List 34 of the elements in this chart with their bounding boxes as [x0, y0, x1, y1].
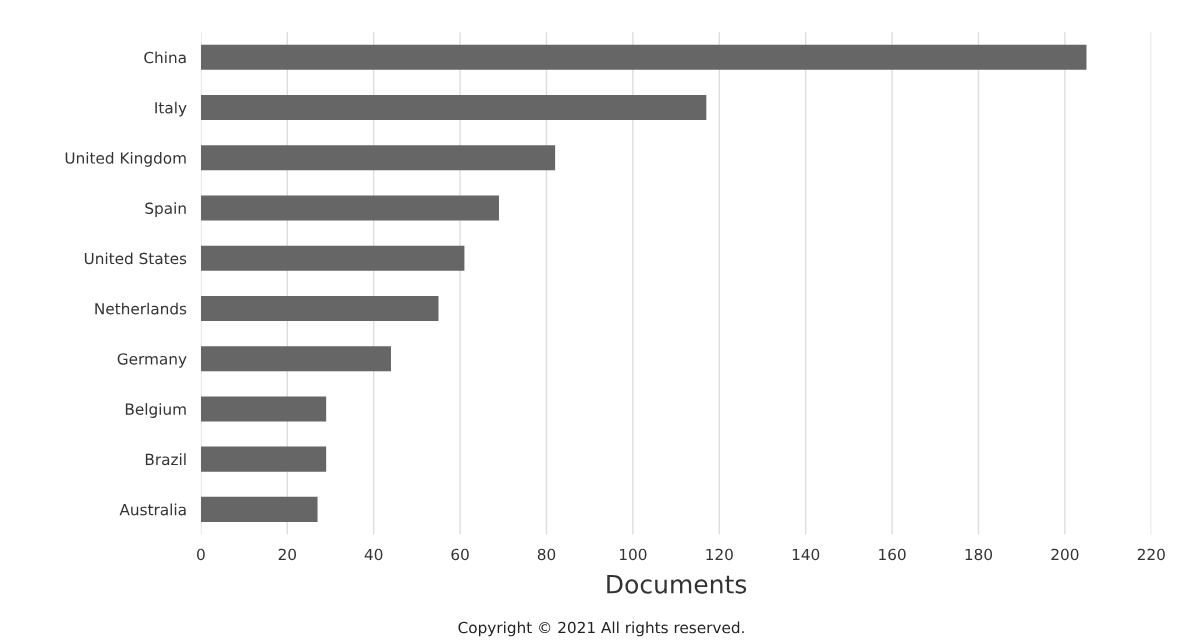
x-axis-title: Documents	[607, 575, 747, 594]
y-tick-label: Brazil	[145, 453, 186, 466]
x-tick-label: 100	[619, 548, 647, 561]
bar	[200, 145, 556, 171]
bar	[200, 94, 707, 121]
x-tick-label: 180	[965, 548, 993, 561]
y-tick-label: Germany	[117, 353, 187, 368]
x-tick-label: 60	[451, 548, 469, 561]
bar	[200, 496, 318, 522]
x-tick-label: 0	[197, 548, 205, 561]
x-tick-label: 140	[792, 548, 820, 561]
bar	[200, 346, 391, 372]
x-tick-label: 160	[879, 548, 906, 561]
x-tick-label: 20	[278, 548, 296, 561]
bar	[200, 396, 327, 422]
text: Copyright © 2021 All rights reserved.	[458, 621, 744, 637]
y-tick-label: Australia	[119, 503, 186, 516]
y-tick-label: Netherlands	[95, 302, 187, 315]
bar	[200, 295, 439, 322]
y-tick-label: Spain	[145, 202, 186, 217]
bar	[200, 446, 327, 472]
y-tick-label: Italy	[155, 101, 187, 117]
bar	[200, 44, 1087, 70]
y-tick-label: China	[144, 51, 186, 64]
bar	[200, 245, 465, 271]
x-tick-label: 200	[1051, 548, 1079, 561]
x-tick-label: 80	[537, 548, 556, 561]
y-tick-label: United States	[84, 252, 187, 265]
x-tick-label: 220	[1137, 548, 1165, 561]
bar	[200, 195, 499, 221]
x-tick-label: 120	[706, 548, 733, 561]
y-tick-label: United Kingdom	[65, 151, 186, 167]
y-tick-label: Belgium	[125, 403, 186, 418]
x-tick-label: 40	[364, 548, 383, 561]
